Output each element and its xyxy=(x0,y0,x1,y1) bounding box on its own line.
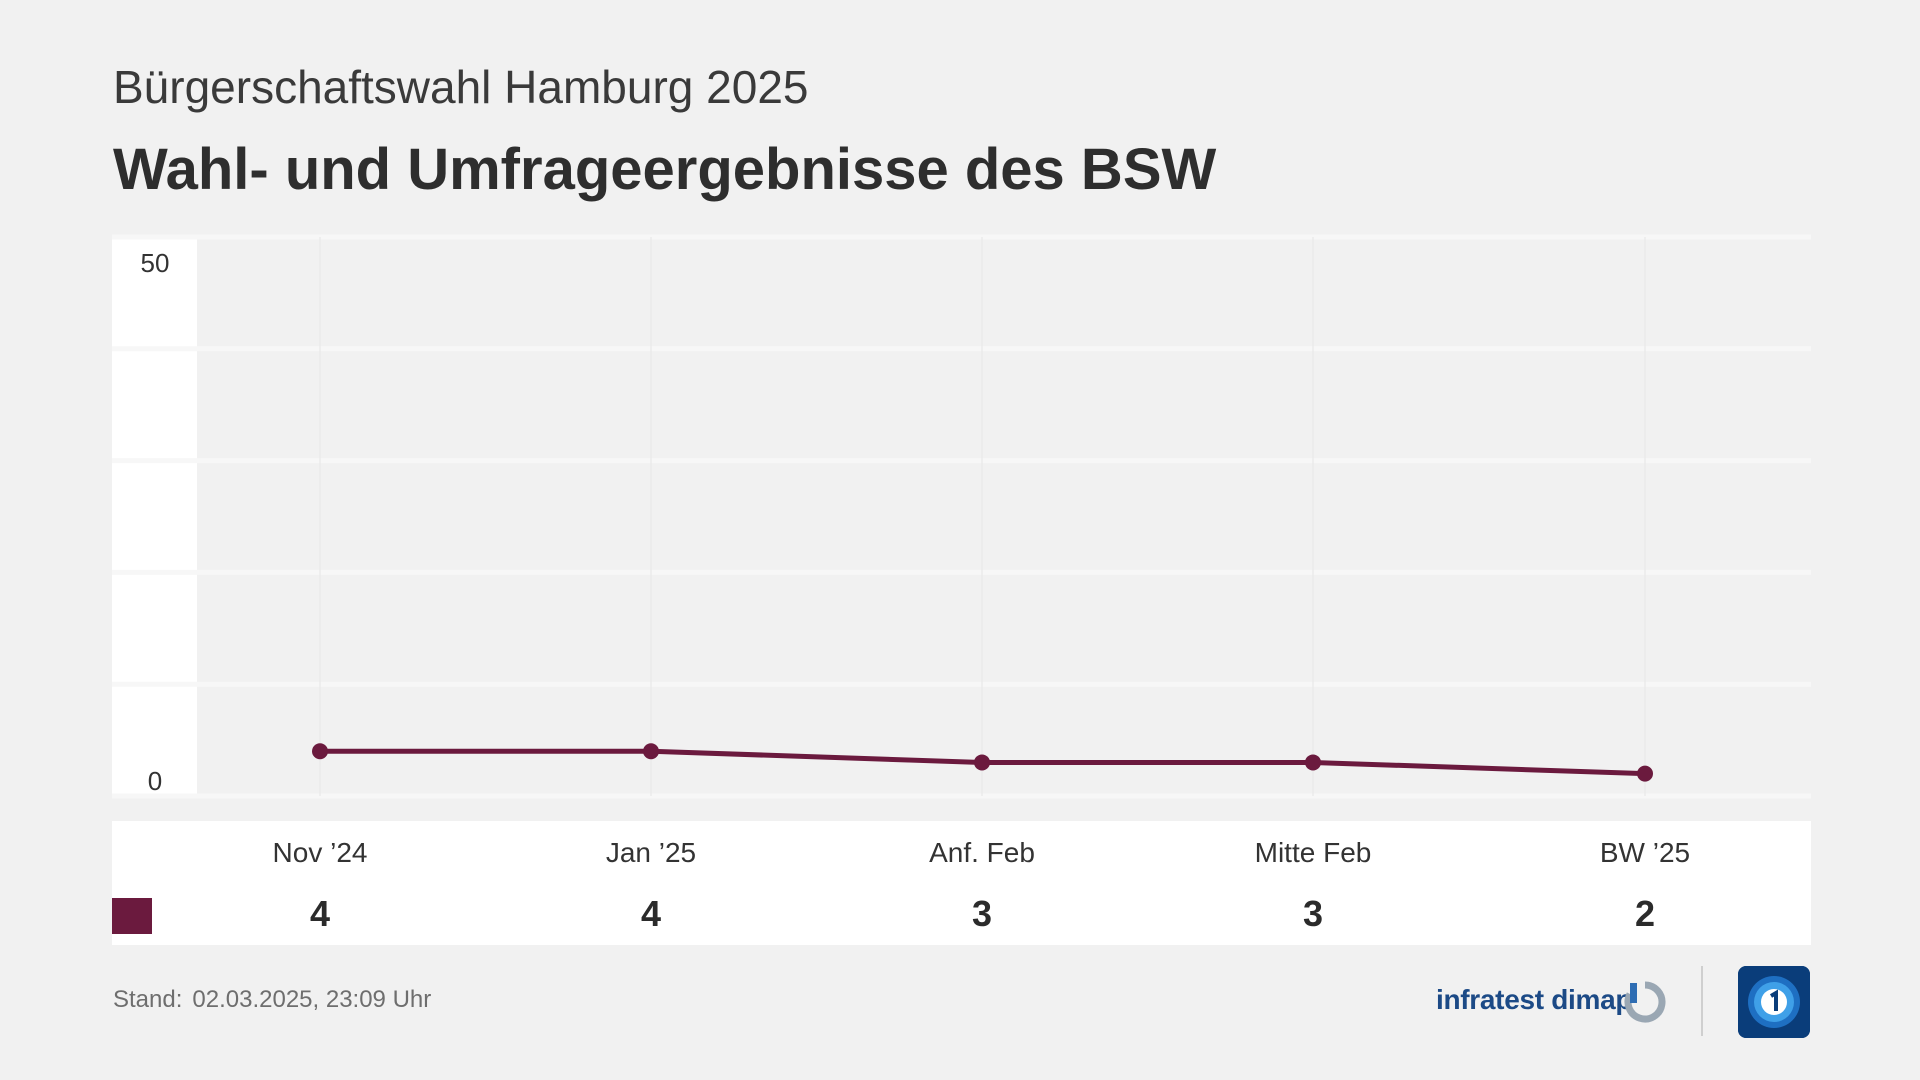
data-point xyxy=(974,754,990,771)
results-table: Nov ’24 4 Jan ’25 4 Anf. Feb 3 Mitte Feb 3 BW ’2… xyxy=(112,821,1811,945)
timestamp: Stand: 02.03.2025, 23:09 Uhr xyxy=(113,986,431,1014)
x-tick-label: Mitte Feb xyxy=(1254,837,1372,868)
chart-title: Wahl- und Umfrageergebnisse des BSW xyxy=(113,137,1217,202)
series-legend-swatch xyxy=(112,898,152,934)
data-value-label: 4 xyxy=(309,893,331,934)
data-point xyxy=(1305,754,1321,771)
data-value-label: 3 xyxy=(971,893,993,934)
y-tick-label: 50 xyxy=(141,248,170,278)
data-value-label: 4 xyxy=(640,893,662,934)
infratest-dimap-logo-icon xyxy=(1624,981,1666,1023)
line-chart: 50 0 xyxy=(112,237,1653,796)
x-tick-label: BW ’25 xyxy=(1599,837,1691,868)
brand-name: infratest dimap xyxy=(1436,984,1633,1015)
chart-subtitle: Bürgerschaftswahl Hamburg 2025 xyxy=(113,61,809,113)
timestamp-label: Stand: xyxy=(113,986,183,1013)
data-value-label: 3 xyxy=(1302,893,1324,934)
data-point xyxy=(643,743,659,760)
y-tick-label: 0 xyxy=(148,766,162,796)
y-axis-label-band xyxy=(112,237,197,796)
footer-divider xyxy=(1701,966,1703,1036)
x-tick-label: Anf. Feb xyxy=(929,837,1035,868)
data-value-label: 2 xyxy=(1634,893,1656,934)
x-tick-label: Nov ’24 xyxy=(272,837,368,868)
x-tick-label: Jan ’25 xyxy=(605,837,697,868)
data-point xyxy=(312,743,328,760)
timestamp-value: 02.03.2025, 23:09 Uhr xyxy=(192,986,432,1013)
ard-one-logo-icon xyxy=(1738,966,1810,1038)
data-point xyxy=(1637,765,1653,782)
